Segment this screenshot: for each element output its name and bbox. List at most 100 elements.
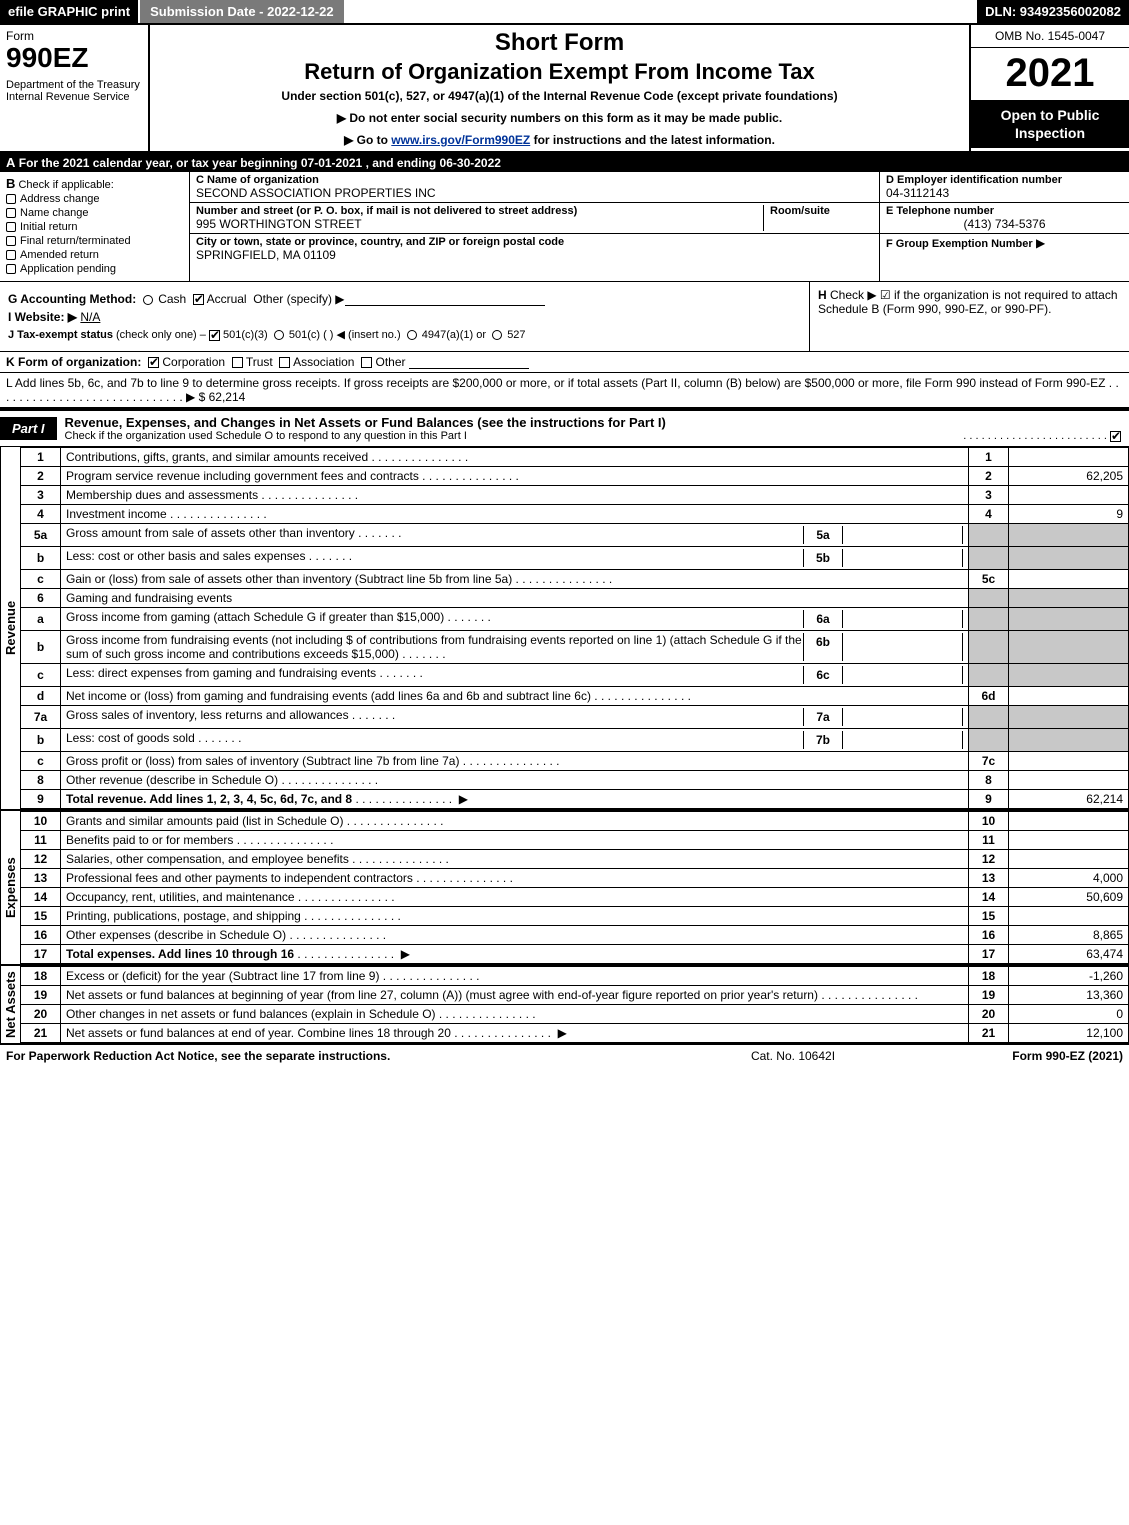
line-desc: Gain or (loss) from sale of assets other… [61,570,969,589]
col-c: C Name of organization SECOND ASSOCIATIO… [190,172,879,281]
table-row: 12Salaries, other compensation, and empl… [21,850,1129,869]
line-amount [1009,729,1129,752]
line-lab: 11 [969,831,1009,850]
table-row: bLess: cost of goods sold . . . . . . .7… [21,729,1129,752]
line-num: 5a [21,524,61,547]
submission-date-button[interactable]: Submission Date - 2022-12-22 [138,0,344,23]
expenses-side-label: Expenses [0,811,20,964]
j-opt4: 527 [507,329,525,341]
table-row: 6Gaming and fundraising events [21,589,1129,608]
line-lab: 2 [969,467,1009,486]
line-lab: 17 [969,945,1009,964]
line-desc: Gross profit or (loss) from sales of inv… [61,752,969,771]
line-amount [1009,706,1129,729]
d-value: 04-3112143 [886,186,1123,200]
inline-amount [843,633,963,661]
b-opt-2: Initial return [20,221,77,233]
dept-label: Department of the Treasury Internal Reve… [6,79,142,103]
e-value: (413) 734-5376 [886,217,1123,231]
line-amount: 12,100 [1009,1024,1129,1043]
b-checkbox-1[interactable] [6,208,16,218]
omb-number: OMB No. 1545-0047 [971,25,1129,48]
line-amount: 8,865 [1009,926,1129,945]
table-row: 14Occupancy, rent, utilities, and mainte… [21,888,1129,907]
netassets-section: Net Assets 18Excess or (deficit) for the… [0,966,1129,1043]
line-amount [1009,771,1129,790]
line-num: 7a [21,706,61,729]
table-row: 8Other revenue (describe in Schedule O) … [21,771,1129,790]
line-desc: Other expenses (describe in Schedule O) … [61,926,969,945]
line-num: c [21,752,61,771]
efile-print-button[interactable]: efile GRAPHIC print [0,0,138,23]
table-row: 11Benefits paid to or for members . . . … [21,831,1129,850]
part1-schedule-o-checkbox[interactable] [1110,431,1121,442]
b-opt-1: Name change [20,207,89,219]
line-desc: Benefits paid to or for members . . . . … [61,831,969,850]
table-row: 2Program service revenue including gover… [21,467,1129,486]
top-bar: efile GRAPHIC print Submission Date - 20… [0,0,1129,25]
note-link: ▶ Go to www.irs.gov/Form990EZ for instru… [158,133,961,147]
line-num: a [21,608,61,631]
part1-header: Part I Revenue, Expenses, and Changes in… [0,409,1129,447]
accrual-checkbox[interactable] [193,294,204,305]
line-lab: 19 [969,986,1009,1005]
j-opt3: 4947(a)(1) or [422,329,486,341]
revenue-side-label: Revenue [0,447,20,809]
expenses-section: Expenses 10Grants and similar amounts pa… [0,811,1129,966]
footer-right-pre: Form [1012,1049,1045,1063]
irs-link[interactable]: www.irs.gov/Form990EZ [391,133,530,147]
line-amount: 4,000 [1009,869,1129,888]
cash-radio[interactable] [143,295,153,305]
line-desc: Program service revenue including govern… [61,467,969,486]
k-checkbox-2[interactable] [279,357,290,368]
j-527-radio[interactable] [492,330,502,340]
footer-right: Form 990-EZ (2021) [923,1049,1123,1063]
b-checkbox-4[interactable] [6,250,16,260]
h-lead: H [818,288,827,302]
g-accrual: Accrual [207,292,247,306]
line-lab [969,524,1009,547]
b-opt-5: Application pending [20,263,116,275]
line-lab [969,706,1009,729]
line-num: 2 [21,467,61,486]
line-desc: Salaries, other compensation, and employ… [61,850,969,869]
line-lab [969,729,1009,752]
line-amount [1009,570,1129,589]
g-block: G Accounting Method: Cash Accrual Other … [0,282,809,351]
k-opt-2: Association [293,355,354,369]
b-checkbox-5[interactable] [6,264,16,274]
j-4947-radio[interactable] [407,330,417,340]
line-num: d [21,687,61,706]
line-lab: 9 [969,790,1009,809]
b-checkbox-3[interactable] [6,236,16,246]
inline-amount [843,549,963,567]
k-label: K Form of organization: [6,355,141,369]
k-checkbox-1[interactable] [232,357,243,368]
line-amount [1009,664,1129,687]
c-room-label: Room/suite [770,205,867,217]
k-other-blank[interactable] [409,355,529,369]
line-num: 12 [21,850,61,869]
line-desc: Investment income . . . . . . . . . . . … [61,505,969,524]
col-b: B Check if applicable: Address changeNam… [0,172,190,281]
k-checkbox-0[interactable] [148,357,159,368]
row-a-lead: A [6,155,15,170]
j-501c-radio[interactable] [274,330,284,340]
table-row: 10Grants and similar amounts paid (list … [21,812,1129,831]
h-text: Check ▶ ☑ if the organization is not req… [818,288,1118,316]
j-501c3-checkbox[interactable] [209,330,220,341]
b-checkbox-0[interactable] [6,194,16,204]
k-checkbox-3[interactable] [361,357,372,368]
k-opt-0: Corporation [162,355,225,369]
line-lab: 12 [969,850,1009,869]
j-opt1: 501(c)(3) [223,329,268,341]
line-amount: 62,214 [1009,790,1129,809]
table-row: 17Total expenses. Add lines 10 through 1… [21,945,1129,964]
inline-label: 6b [803,633,843,661]
g-other-blank[interactable] [345,292,545,306]
b-opt-3: Final return/terminated [20,235,131,247]
table-row: 21Net assets or fund balances at end of … [21,1024,1129,1043]
c-name-value: SECOND ASSOCIATION PROPERTIES INC [196,186,873,200]
b-checkbox-2[interactable] [6,222,16,232]
b-label: Check if applicable: [18,179,113,191]
